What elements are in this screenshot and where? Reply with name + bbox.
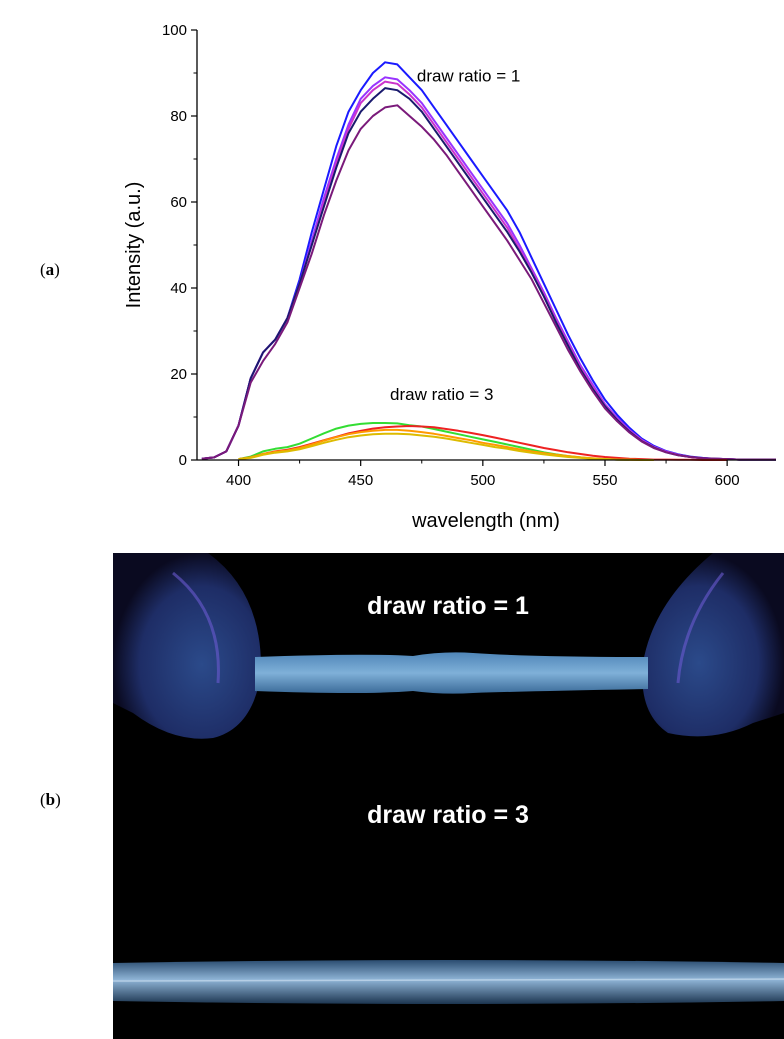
y-tick-label: 20 bbox=[170, 366, 187, 383]
photo-label-top: draw ratio = 1 bbox=[367, 592, 529, 620]
left-finger bbox=[113, 553, 262, 739]
fiber-bottom-glint bbox=[113, 978, 784, 982]
fiber-draw-ratio-1 bbox=[255, 652, 648, 694]
panel-letter-a: a bbox=[45, 260, 55, 279]
y-tick-label: 40 bbox=[170, 280, 187, 297]
panel-label-a: (a) bbox=[40, 260, 60, 279]
series-layer bbox=[201, 61, 776, 461]
y-axis-label: Intensity (a.u.) bbox=[123, 182, 145, 309]
x-tick-label: 600 bbox=[715, 472, 740, 489]
spectrum-chart: 400 450 500 550 600 0 20 40 60 80 100 wavelength (… bbox=[123, 22, 776, 532]
right-finger bbox=[642, 553, 784, 737]
y-tick-label: 80 bbox=[170, 108, 187, 125]
photo-label-bottom: draw ratio = 3 bbox=[367, 801, 529, 829]
x-tick-label: 500 bbox=[470, 472, 495, 489]
left-finger-highlight bbox=[172, 571, 220, 684]
tick-layer: 400 450 500 550 600 0 20 40 60 80 100 bbox=[162, 22, 740, 489]
fiber-bottom-strip bbox=[113, 960, 784, 1004]
x-tick-label: 450 bbox=[348, 472, 373, 489]
panel-letter-b: b bbox=[45, 790, 56, 809]
panel-label-b: (b) bbox=[40, 790, 61, 809]
x-tick-label: 550 bbox=[592, 472, 617, 489]
y-tick-label: 0 bbox=[179, 452, 187, 469]
annotation-2: draw ratio = 3 bbox=[390, 385, 493, 404]
x-axis-label: wavelength (nm) bbox=[411, 510, 560, 532]
series-line-4 bbox=[201, 87, 776, 461]
series-line-6 bbox=[238, 422, 630, 461]
annotation-layer: draw ratio = 1 draw ratio = 3 bbox=[390, 67, 520, 404]
annotation-1: draw ratio = 1 bbox=[417, 67, 520, 86]
series-line-9 bbox=[238, 432, 654, 461]
right-finger-highlight bbox=[676, 572, 725, 684]
series-line-5 bbox=[201, 104, 776, 461]
x-tick-label: 400 bbox=[226, 472, 251, 489]
y-tick-label: 100 bbox=[162, 22, 187, 39]
fiber-photo: draw ratio = 1 draw ratio = 3 bbox=[113, 553, 784, 1039]
y-tick-label: 60 bbox=[170, 194, 187, 211]
